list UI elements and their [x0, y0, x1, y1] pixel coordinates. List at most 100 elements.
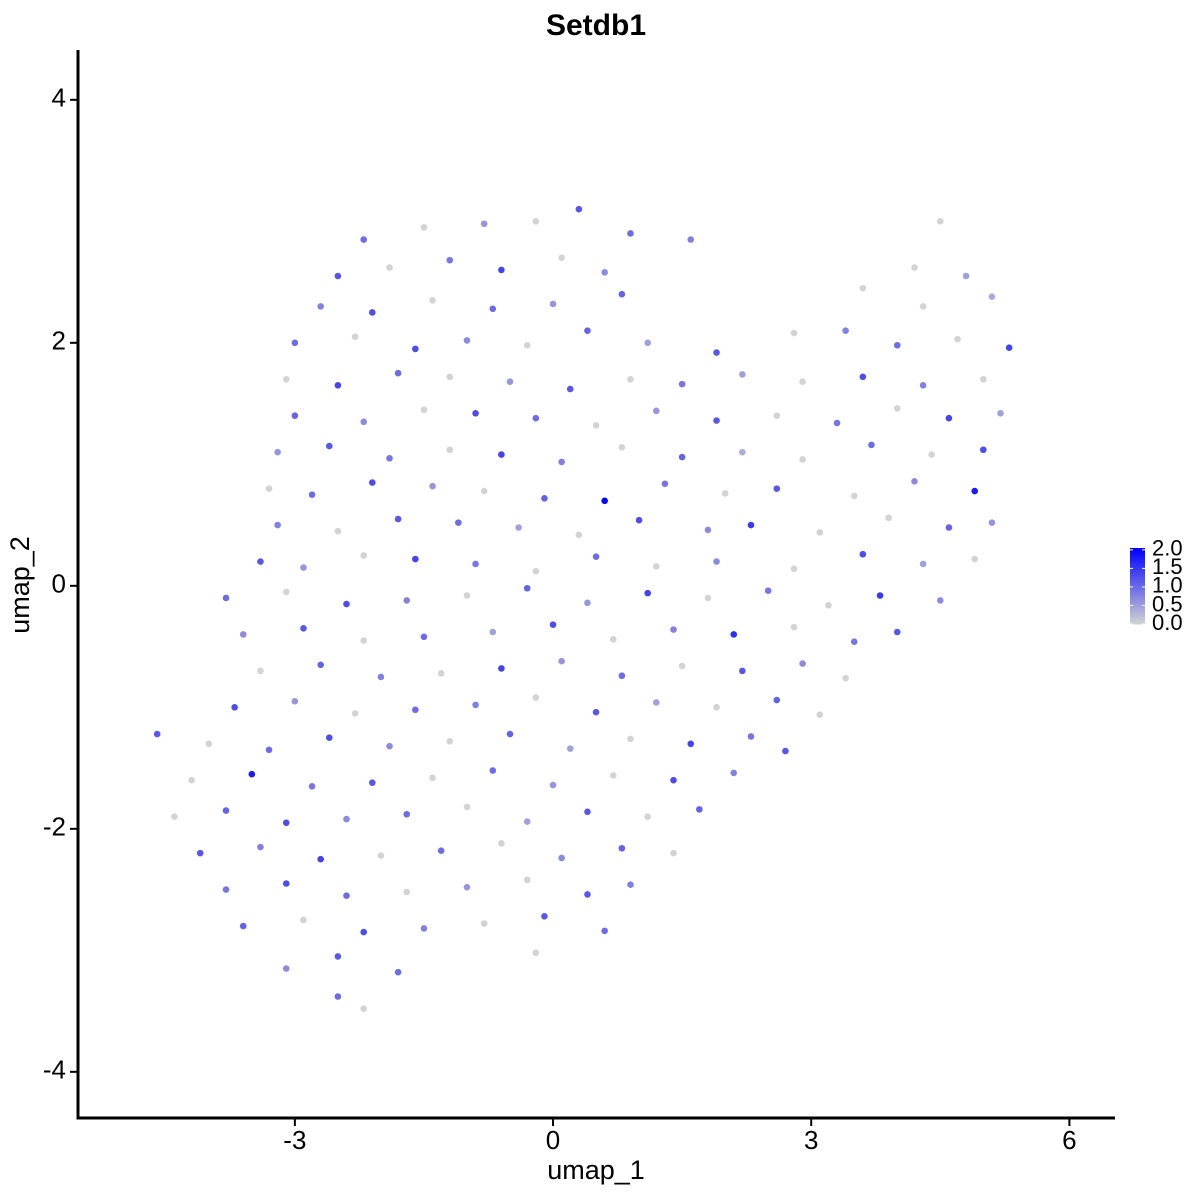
point — [893, 341, 901, 349]
point — [842, 674, 849, 682]
point — [713, 704, 720, 711]
point — [300, 564, 307, 571]
point — [153, 730, 161, 738]
point — [308, 783, 316, 790]
point — [282, 588, 290, 596]
point — [532, 567, 540, 575]
point — [222, 886, 230, 893]
point — [601, 497, 608, 505]
point — [670, 626, 677, 633]
point — [489, 305, 497, 313]
point — [403, 888, 411, 896]
point — [498, 451, 505, 458]
point — [308, 491, 316, 498]
point — [584, 891, 591, 898]
point — [713, 349, 720, 356]
point — [893, 405, 901, 412]
colorbar-segment — [1130, 576, 1145, 579]
point — [678, 380, 686, 388]
point — [480, 920, 488, 927]
point — [739, 371, 746, 378]
colorbar-segment — [1130, 587, 1145, 591]
point — [653, 699, 660, 706]
colorbar-segment — [1130, 591, 1145, 595]
point — [455, 519, 462, 526]
point — [429, 774, 436, 782]
point — [472, 560, 479, 568]
colorbar-label: 0.0 — [1152, 610, 1183, 635]
point — [859, 373, 867, 381]
point — [609, 635, 617, 643]
point — [558, 854, 565, 862]
colorbar-segment — [1130, 593, 1145, 596]
y-axis-title: umap_2 — [5, 536, 35, 634]
y-tick-label: -4 — [43, 1055, 66, 1085]
colorbar-segment — [1130, 608, 1145, 612]
point — [291, 412, 299, 420]
point — [816, 711, 824, 718]
point — [334, 527, 342, 535]
point — [274, 521, 281, 529]
point — [360, 928, 368, 936]
point — [274, 448, 281, 456]
colorbar-segment — [1130, 605, 1145, 608]
point — [575, 205, 583, 213]
point — [472, 701, 479, 709]
point — [515, 524, 522, 531]
point — [541, 495, 548, 502]
colorbar-label: 2.0 — [1152, 536, 1183, 561]
point — [463, 337, 471, 344]
colorbar-segment — [1130, 557, 1145, 560]
point — [773, 485, 781, 492]
point — [446, 373, 454, 381]
point — [437, 847, 445, 854]
colorbar-segment — [1130, 549, 1145, 553]
point — [171, 813, 178, 820]
point — [988, 519, 996, 526]
point — [885, 514, 892, 522]
point — [670, 849, 677, 857]
point — [618, 444, 626, 451]
point — [627, 375, 634, 383]
point — [678, 662, 686, 670]
point — [360, 637, 368, 644]
point — [412, 555, 419, 563]
point — [971, 555, 979, 563]
point — [541, 913, 548, 920]
point — [859, 284, 867, 292]
colorbar-segment — [1130, 572, 1145, 576]
point — [713, 417, 720, 424]
point — [584, 327, 591, 334]
colorbar-segment — [1130, 618, 1145, 621]
point — [566, 745, 574, 752]
point — [403, 597, 411, 604]
point — [945, 524, 953, 531]
point — [859, 550, 867, 558]
point — [351, 333, 359, 341]
point — [239, 631, 247, 638]
point — [825, 601, 832, 609]
point — [773, 412, 781, 420]
colorbar-segment — [1130, 589, 1145, 593]
point — [790, 623, 798, 631]
colorbar-segment — [1130, 548, 1145, 551]
point — [532, 414, 540, 422]
point — [523, 876, 531, 884]
point — [954, 335, 961, 343]
colorbar-label: 1.0 — [1152, 573, 1183, 598]
point — [790, 329, 798, 337]
point — [584, 808, 591, 816]
colorbar-segment — [1130, 578, 1145, 581]
point — [446, 446, 454, 454]
point — [618, 290, 626, 298]
point — [420, 633, 428, 641]
colorbar-segment — [1130, 620, 1145, 623]
point — [833, 419, 841, 427]
point — [609, 772, 617, 779]
x-tick-label: 0 — [546, 1125, 560, 1155]
point — [730, 769, 738, 777]
point — [532, 694, 540, 701]
point — [566, 385, 574, 393]
point — [386, 264, 393, 271]
point — [988, 293, 996, 300]
